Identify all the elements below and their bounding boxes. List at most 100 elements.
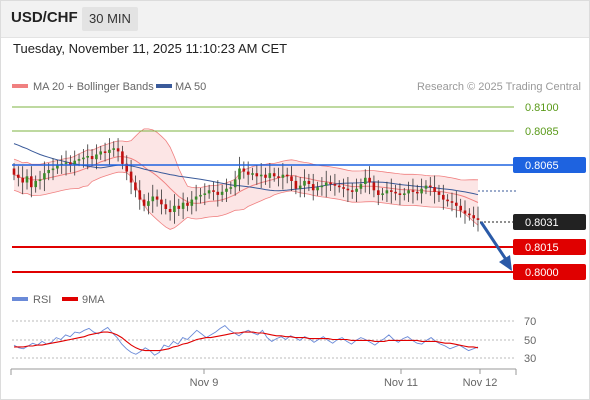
- candle-body: [190, 199, 194, 206]
- candle: [147, 192, 150, 215]
- candle-body: [255, 173, 259, 177]
- candle-body: [56, 165, 59, 169]
- candle: [43, 161, 46, 192]
- candle: [424, 180, 428, 195]
- candle-body: [103, 151, 107, 153]
- candle: [73, 150, 76, 176]
- candle: [355, 178, 358, 202]
- candle: [350, 183, 354, 199]
- candle: [238, 156, 241, 192]
- candle-body: [333, 184, 337, 186]
- candle: [51, 158, 55, 181]
- candle-body: [364, 177, 367, 184]
- candle-body: [194, 196, 198, 200]
- candle: [290, 166, 293, 192]
- candle: [199, 187, 202, 204]
- candle: [316, 181, 319, 196]
- candle: [56, 159, 59, 174]
- candle-body: [394, 191, 397, 194]
- forecast-arrow-icon: [479, 221, 512, 271]
- candle: [64, 150, 68, 176]
- resistance-label-1: 0.8085: [525, 126, 559, 138]
- candle-body: [398, 193, 402, 195]
- candle-body: [246, 171, 250, 175]
- current-price-tag: [513, 214, 586, 230]
- x-tick-label-nov12: Nov 12: [463, 377, 498, 389]
- candle-body: [390, 190, 393, 192]
- candle-body: [225, 188, 228, 192]
- candle: [207, 184, 211, 199]
- candle: [116, 138, 120, 162]
- bollinger-lower: [13, 171, 479, 230]
- candle-body: [242, 168, 246, 172]
- candle-body: [164, 204, 168, 209]
- candle-body: [472, 215, 475, 219]
- candle-body: [86, 156, 89, 158]
- candle: [229, 181, 233, 195]
- candle: [416, 184, 419, 201]
- candle: [90, 149, 94, 167]
- candle: [268, 163, 272, 188]
- pivot-label: 0.8065: [525, 160, 559, 172]
- candle-body: [346, 188, 350, 191]
- candle: [34, 175, 37, 193]
- candle-body: [251, 173, 254, 175]
- candle: [337, 180, 341, 193]
- candle: [420, 178, 423, 204]
- candle-body: [455, 202, 458, 206]
- candle-body: [17, 174, 20, 178]
- x-tick-label-nov9: Nov 9: [190, 377, 219, 389]
- candle-body: [420, 188, 423, 194]
- candle: [394, 184, 397, 201]
- candle: [138, 180, 142, 210]
- candle: [281, 163, 285, 190]
- candle-body: [368, 177, 371, 183]
- candle-body: [112, 148, 115, 150]
- candle: [38, 170, 42, 190]
- candle: [30, 166, 33, 198]
- candle-body: [372, 182, 376, 191]
- candle: [390, 178, 393, 204]
- candle-body: [277, 176, 280, 178]
- candle: [320, 177, 324, 196]
- candle-body: [108, 149, 111, 153]
- candle-body: [468, 213, 471, 216]
- ma20-line: [13, 156, 479, 204]
- candle-body: [264, 174, 267, 178]
- candle-body: [47, 170, 50, 174]
- candle: [194, 184, 198, 212]
- candle-body: [294, 180, 298, 189]
- candle: [364, 169, 367, 193]
- candle: [103, 142, 107, 162]
- candle-body: [355, 188, 358, 192]
- rsi-ma-legend-swatch: [62, 297, 78, 301]
- candle: [12, 163, 16, 181]
- current-price-label: 0.8031: [525, 217, 559, 229]
- ma50-legend-label: MA 50: [175, 81, 206, 93]
- candle: [134, 175, 137, 198]
- candle: [255, 164, 259, 185]
- candle: [346, 177, 350, 202]
- candle: [442, 184, 445, 210]
- candle: [108, 138, 111, 165]
- candle: [233, 170, 237, 196]
- candle-body: [281, 174, 285, 178]
- candle-body: [442, 194, 445, 200]
- candle-body: [303, 180, 306, 186]
- timeframe-button[interactable]: 30 MIN: [82, 7, 138, 31]
- candle-body: [437, 191, 441, 195]
- candle-body: [177, 205, 181, 209]
- candle-body: [238, 168, 241, 180]
- candle: [125, 155, 128, 181]
- candle-body: [199, 194, 202, 197]
- rsi-lines: [13, 325, 479, 356]
- candle-body: [377, 190, 380, 195]
- candle-body: [329, 182, 332, 185]
- moving-averages: [13, 143, 479, 204]
- candle: [151, 184, 155, 213]
- candle-body: [121, 151, 124, 164]
- candle: [272, 167, 276, 182]
- chart-timestamp: Tuesday, November 11, 2025 11:10:23 AM C…: [13, 41, 288, 56]
- candle: [377, 180, 380, 206]
- candle: [173, 194, 176, 224]
